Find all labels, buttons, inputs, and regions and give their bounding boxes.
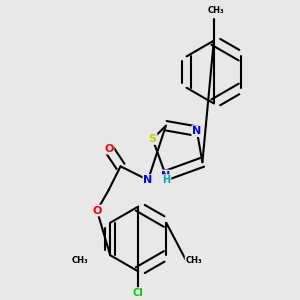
Text: H: H [162,175,170,185]
Text: O: O [92,206,102,215]
Text: Cl: Cl [133,288,144,298]
Text: O: O [104,144,113,154]
Text: CH₃: CH₃ [72,256,88,265]
Text: CH₃: CH₃ [208,6,224,15]
Text: N: N [143,175,153,185]
Text: S: S [148,134,157,144]
Text: N: N [161,170,170,181]
Text: CH₃: CH₃ [185,256,202,265]
Text: N: N [192,126,202,136]
